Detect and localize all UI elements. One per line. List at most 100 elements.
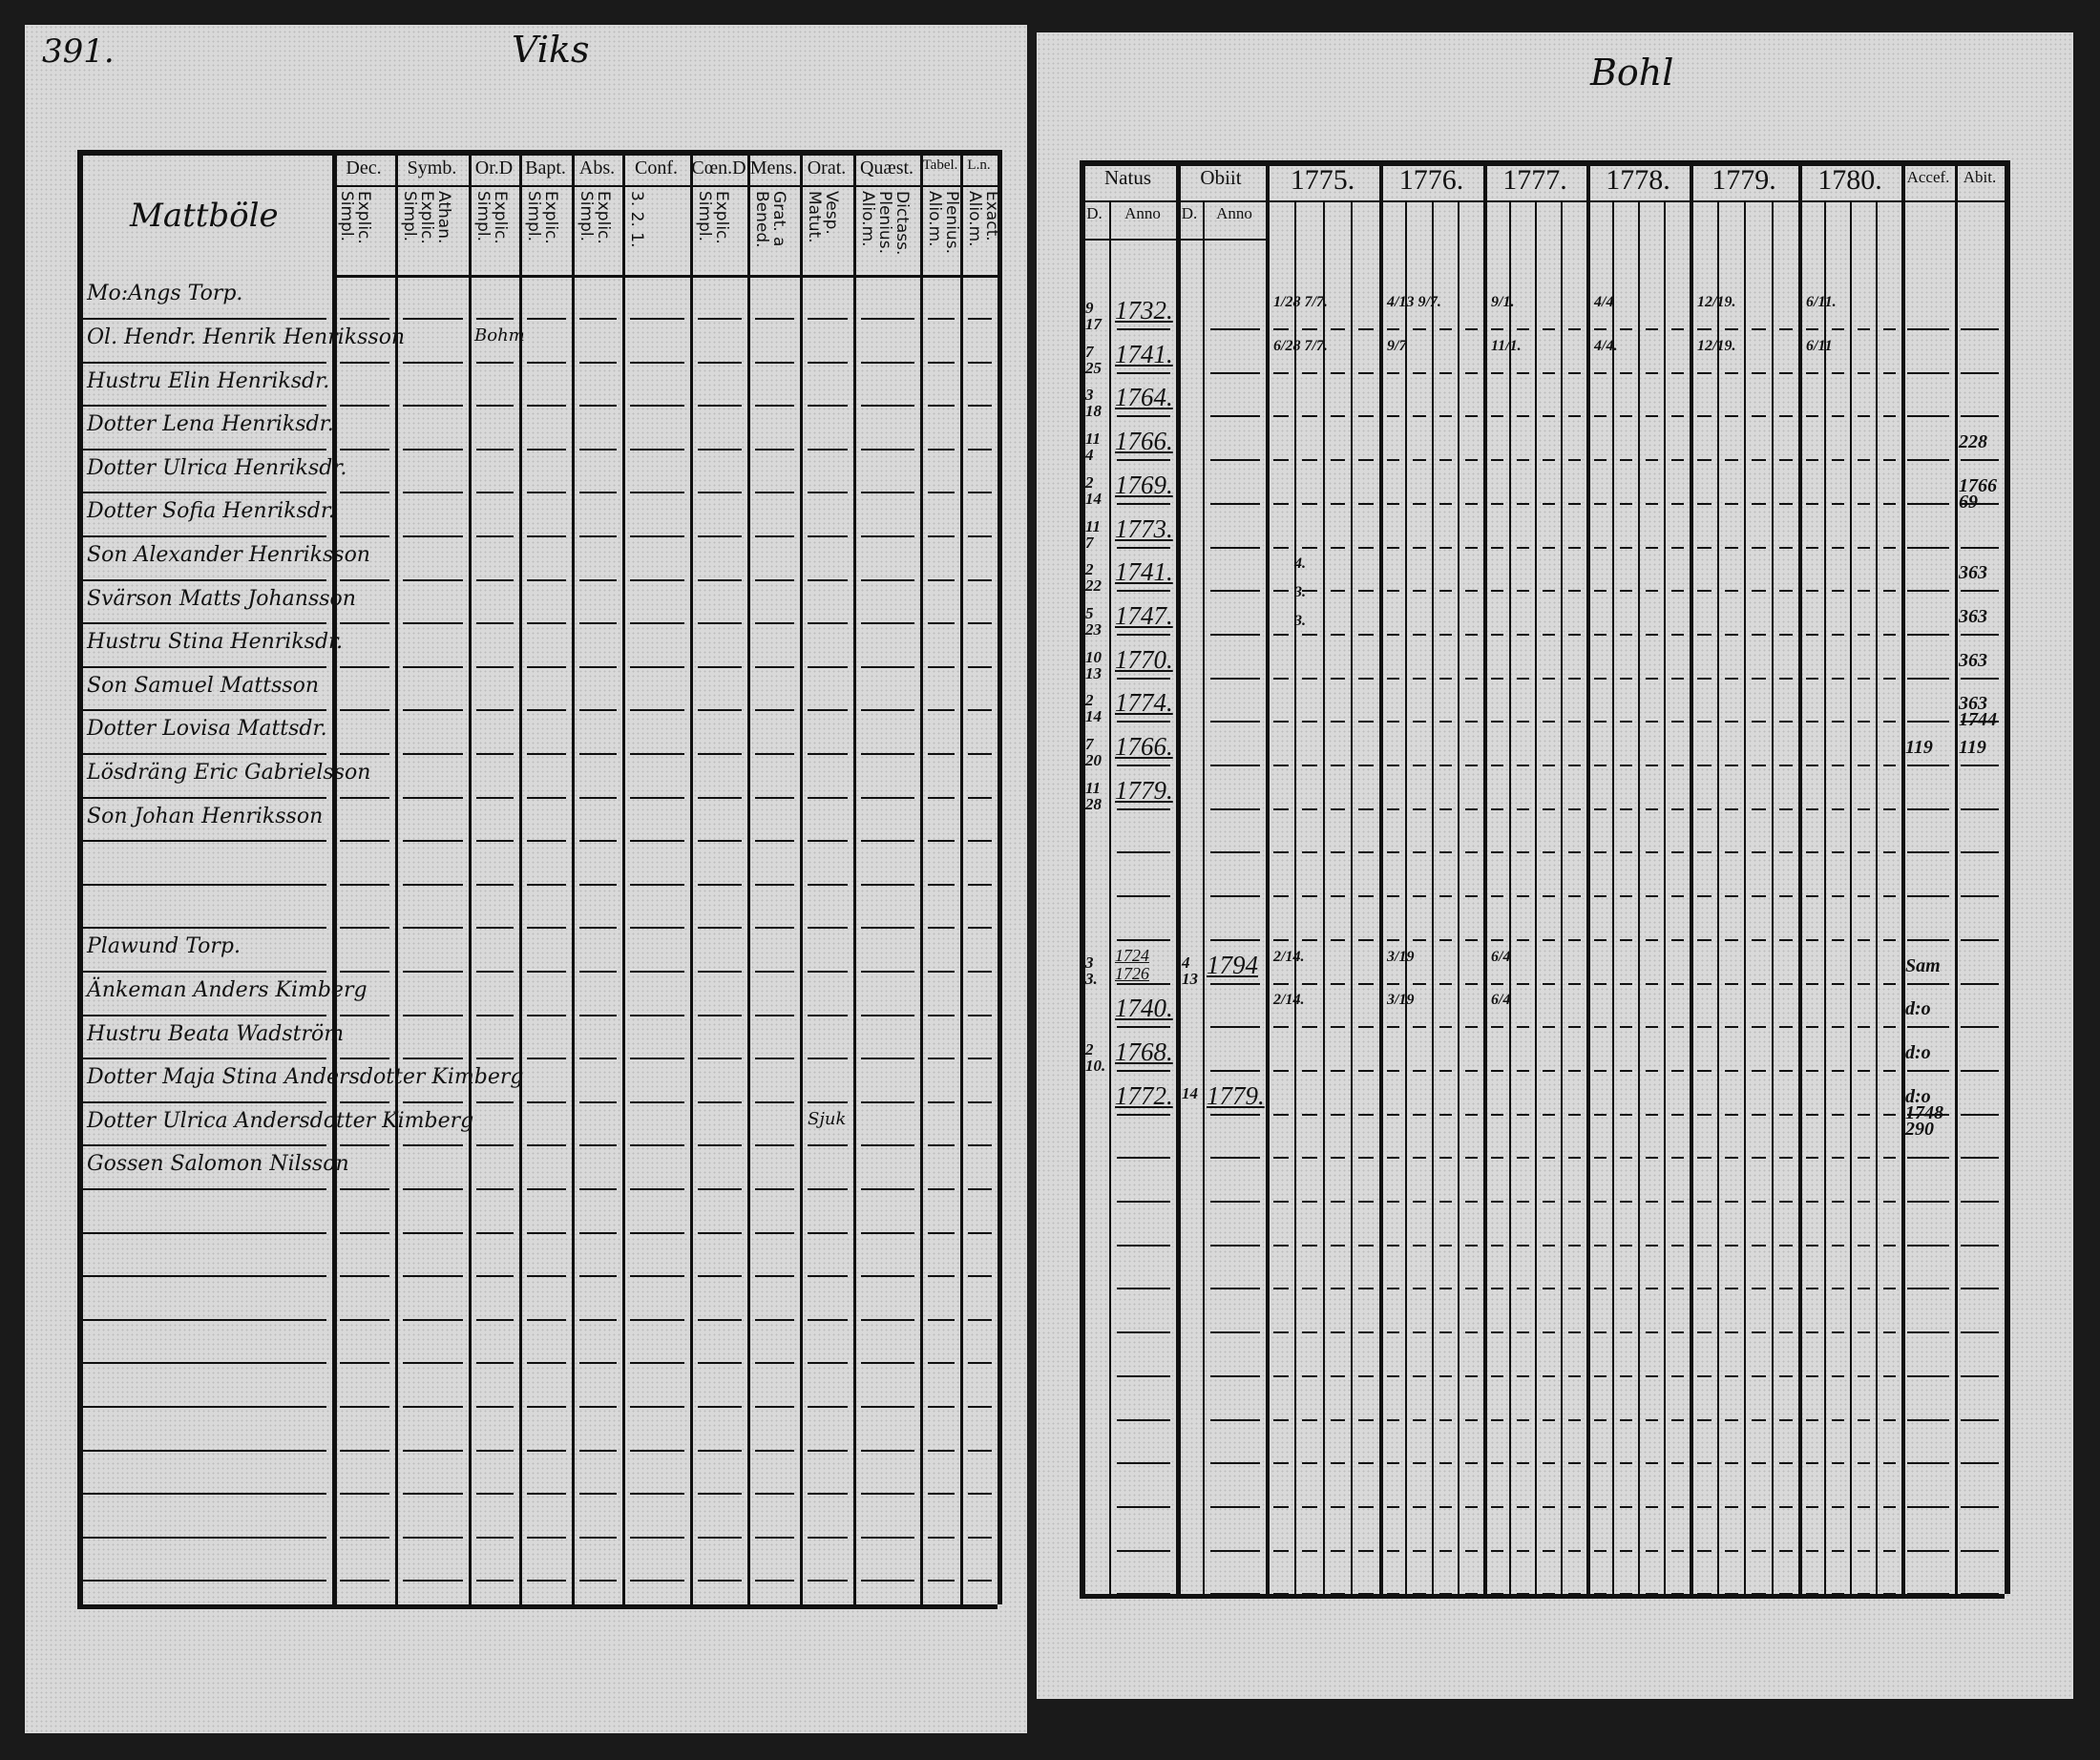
natus-year: 1740.: [1115, 994, 1173, 1022]
row-rule: [1697, 372, 1712, 374]
row-rule: [1646, 1419, 1658, 1421]
row-rule: [1671, 1593, 1684, 1595]
row-rule: [1697, 1201, 1712, 1203]
row-rule: [527, 492, 566, 493]
row-rule: [1620, 634, 1632, 636]
row-rule: [1671, 328, 1684, 330]
row-rule: [476, 535, 514, 537]
row-rule: [527, 318, 566, 320]
row-rule: [1273, 895, 1289, 897]
row-rule: [340, 1537, 389, 1539]
row-rule: [1725, 1157, 1738, 1159]
row-rule: [808, 1275, 848, 1277]
row-rule: [1907, 1157, 1949, 1159]
natus-day-header: D.: [1086, 204, 1102, 222]
year-mark: 2/14.: [1273, 949, 1305, 965]
row-rule: [1907, 1245, 1949, 1247]
column-subheader: Explic. Simpl.: [524, 191, 560, 244]
row-rule: [1752, 721, 1766, 723]
row-rule: [630, 1406, 684, 1408]
row-rule: [1273, 415, 1289, 417]
row-rule: [1620, 415, 1632, 417]
row-rule: [1725, 590, 1738, 592]
row-rule: [1491, 1550, 1503, 1552]
row-rule: [403, 1101, 463, 1103]
row-rule: [1961, 503, 1999, 505]
row-rule: [1117, 851, 1170, 853]
row-rule: [1568, 895, 1581, 897]
row-rule: [1387, 1331, 1399, 1333]
column-subheader: Explic. Simpl.: [577, 191, 613, 244]
row-rule: [476, 405, 514, 407]
row-rule: [1697, 808, 1712, 810]
row-rule: [1358, 1201, 1374, 1203]
row-rule: [1517, 1245, 1529, 1247]
row-rule: [1594, 1331, 1606, 1333]
row-rule: [1491, 415, 1503, 417]
row-rule: [861, 666, 914, 668]
row-rule: [1439, 1462, 1452, 1464]
row-rule: [1465, 765, 1478, 766]
row-rule: [1568, 678, 1581, 680]
row-rule: [808, 1580, 848, 1582]
row-rule: [1543, 503, 1555, 505]
row-rule: [630, 318, 684, 320]
row-rule: [1883, 372, 1896, 374]
row-rule: [698, 362, 742, 364]
row-rule: [1543, 372, 1555, 374]
column-rule: [1876, 200, 1878, 1594]
register-entry-name: Dotter Lovisa Mattsdr.: [87, 717, 327, 741]
natus-year: 1764.: [1115, 383, 1173, 411]
row-rule: [1210, 1593, 1260, 1595]
row-rule: [1331, 590, 1345, 592]
row-rule: [1779, 1550, 1793, 1552]
year-mark: 6/11.: [1806, 294, 1837, 310]
column-subheader: Dictass. Plenius. Alio.m.: [858, 191, 912, 256]
row-rule: [1387, 634, 1399, 636]
row-rule: [1697, 851, 1712, 853]
row-rule: [630, 405, 684, 407]
row-rule: [1302, 1245, 1317, 1247]
row-rule: [1961, 1114, 1999, 1116]
row-rule: [1961, 1462, 1999, 1464]
accessit-value: Sam: [1905, 955, 1941, 976]
row-rule: [1302, 1550, 1317, 1552]
row-rule: [1832, 1245, 1844, 1247]
row-rule: [1413, 590, 1426, 592]
row-rule: [83, 840, 326, 842]
row-rule: [1465, 547, 1478, 549]
row-rule: [1439, 459, 1452, 461]
row-rule: [476, 971, 514, 973]
row-rule: [630, 1275, 684, 1277]
row-rule: [1439, 678, 1452, 680]
row-rule: [1117, 1375, 1170, 1377]
row-rule: [630, 1450, 684, 1452]
row-rule: [808, 1144, 848, 1146]
register-entry-name: Dotter Maja Stina Andersdotter Kimberg: [87, 1065, 524, 1089]
row-rule: [527, 1058, 566, 1059]
row-rule: [1671, 1462, 1684, 1464]
row-rule: [698, 535, 742, 537]
row-rule: [1697, 503, 1712, 505]
row-rule: [1387, 1026, 1399, 1028]
row-rule: [1331, 1550, 1345, 1552]
row-rule: [1387, 1506, 1399, 1508]
row-rule: [1725, 939, 1738, 941]
row-rule: [1697, 1331, 1712, 1333]
row-rule: [1752, 634, 1766, 636]
row-rule: [1387, 1593, 1399, 1595]
row-rule: [1543, 1201, 1555, 1203]
row-rule: [1543, 1375, 1555, 1377]
row-rule: [1806, 983, 1818, 985]
row-rule: [1961, 328, 1999, 330]
row-rule: [1331, 1026, 1345, 1028]
row-rule: [968, 492, 992, 493]
natus-day: 10 13: [1085, 648, 1102, 682]
row-rule: [527, 840, 566, 842]
row-rule: [1331, 1375, 1345, 1377]
row-rule: [928, 579, 955, 581]
row-rule: [1594, 372, 1606, 374]
row-rule: [1697, 1550, 1712, 1552]
year-mark: 3.: [1294, 613, 1306, 629]
row-rule: [1439, 1201, 1452, 1203]
